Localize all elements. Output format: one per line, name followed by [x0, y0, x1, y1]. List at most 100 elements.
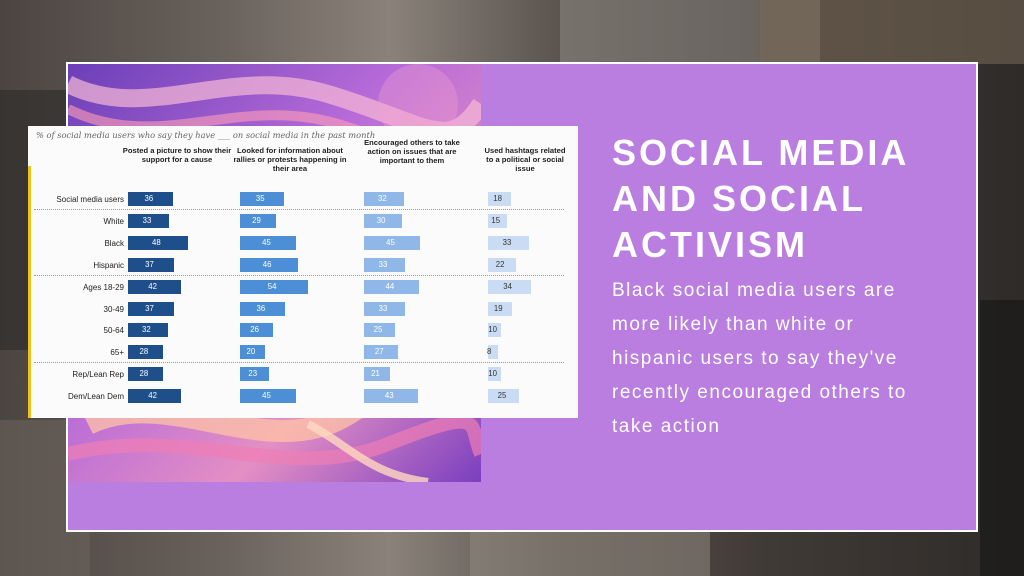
bar-4	[488, 367, 501, 382]
bar-4	[488, 389, 520, 404]
bar-4	[488, 257, 516, 272]
bar-value-label: 42	[148, 391, 157, 401]
row-label: Rep/Lean Rep	[72, 370, 124, 380]
bar-value-label: 33	[378, 259, 388, 269]
bar-value-label: 45	[386, 237, 395, 247]
bar-3	[364, 279, 419, 294]
bar-4	[488, 235, 530, 250]
bar-value-label: 22	[495, 259, 505, 269]
bar-value-label: 15	[491, 215, 501, 225]
bar-value-label: 8	[487, 347, 492, 357]
bar-2	[240, 367, 269, 382]
bar-2	[240, 279, 308, 294]
bar-3	[364, 301, 406, 316]
bar-1	[128, 192, 173, 206]
bar-value-label: 45	[262, 391, 271, 401]
bar-3	[364, 389, 418, 404]
bar-3	[364, 345, 398, 360]
bar-value-label: 23	[248, 369, 258, 379]
group-divider	[34, 274, 564, 276]
bar-value-label: 48	[152, 237, 161, 247]
bar-4	[488, 301, 512, 316]
bar-1	[128, 213, 170, 228]
bar-value-label: 36	[256, 303, 266, 313]
bar-4	[488, 279, 531, 294]
column-header-4: Used hashtags related to a political or …	[484, 146, 566, 173]
slide-body: Black social media users are more likely…	[612, 280, 907, 437]
bar-value-label: 28	[139, 347, 149, 357]
bar-value-label: 10	[488, 369, 497, 379]
bar-1	[128, 279, 181, 294]
bar-2	[240, 301, 285, 316]
chart-caption: % of social media users who say they hav…	[36, 130, 376, 140]
bar-1	[128, 345, 163, 360]
accent-bar	[28, 166, 31, 418]
slide-title: SOCIAL MEDIA AND SOCIAL ACTIVISM	[612, 132, 909, 265]
bar-4	[488, 323, 501, 338]
bar-2	[240, 213, 277, 228]
bar-value-label: 35	[255, 194, 265, 203]
row-label: Black	[104, 238, 124, 248]
bar-4	[488, 213, 507, 228]
bar-1	[128, 235, 188, 250]
bar-value-label: 33	[502, 237, 512, 247]
column-header-1: Posted a picture to show their support f…	[122, 146, 232, 164]
bar-value-label: 25	[497, 391, 507, 401]
row-label: 65+	[110, 348, 124, 358]
row-label: Hispanic	[93, 260, 124, 270]
bar-3	[364, 235, 421, 250]
bar-2	[240, 389, 297, 404]
bar-3	[364, 323, 396, 338]
bar-value-label: 37	[145, 303, 154, 313]
bar-2	[240, 257, 298, 272]
bar-value-label: 26	[250, 325, 259, 335]
bar-1	[128, 301, 175, 316]
group-divider	[34, 208, 564, 210]
bar-value-label: 28	[139, 369, 149, 379]
bar-2	[240, 192, 284, 206]
bar-value-label: 27	[374, 347, 384, 357]
bar-value-label: 33	[142, 215, 152, 225]
row-label: Ages 18-29	[83, 282, 124, 292]
bar-1	[128, 257, 175, 272]
bar-3	[364, 367, 391, 382]
bar-value-label: 43	[384, 391, 394, 401]
group-divider	[34, 362, 564, 364]
bar-4	[488, 192, 511, 206]
bar-2	[240, 235, 297, 250]
bar-3	[364, 257, 406, 272]
bar-3	[364, 213, 402, 228]
bar-4	[488, 345, 498, 360]
bar-3	[364, 192, 404, 206]
bar-value-label: 33	[378, 303, 388, 313]
bar-value-label: 44	[385, 281, 395, 291]
bar-value-label: 37	[145, 259, 154, 269]
bar-1	[128, 389, 181, 404]
row-label: White	[103, 216, 124, 226]
row-label: Dem/Lean Dem	[67, 392, 124, 402]
bar-value-label: 30	[376, 215, 386, 225]
bar-value-label: 18	[493, 194, 502, 203]
bar-value-label: 25	[373, 325, 383, 335]
bar-value-label: 54	[267, 281, 277, 291]
bar-value-label: 45	[262, 237, 271, 247]
bar-2	[240, 323, 273, 338]
bar-value-label: 42	[148, 281, 157, 291]
bar-value-label: 32	[142, 325, 151, 335]
bar-value-label: 21	[371, 369, 380, 379]
chart-table: % of social media users who say they hav…	[28, 126, 578, 418]
column-header-3: Encouraged others to take action on issu…	[364, 138, 460, 165]
row-label: Social media users	[56, 195, 124, 204]
bar-value-label: 36	[144, 194, 154, 203]
bar-value-label: 20	[246, 347, 256, 357]
bar-value-label: 46	[262, 259, 272, 269]
bar-value-label: 19	[493, 303, 503, 313]
bar-2	[240, 345, 265, 360]
bar-1	[128, 323, 168, 338]
bar-1	[128, 367, 163, 382]
bar-value-label: 29	[252, 215, 261, 225]
row-label: 50-64	[103, 326, 124, 336]
bar-value-label: 10	[488, 325, 497, 335]
column-header-2: Looked for information about rallies or …	[233, 146, 347, 173]
row-label: 30-49	[103, 304, 124, 314]
